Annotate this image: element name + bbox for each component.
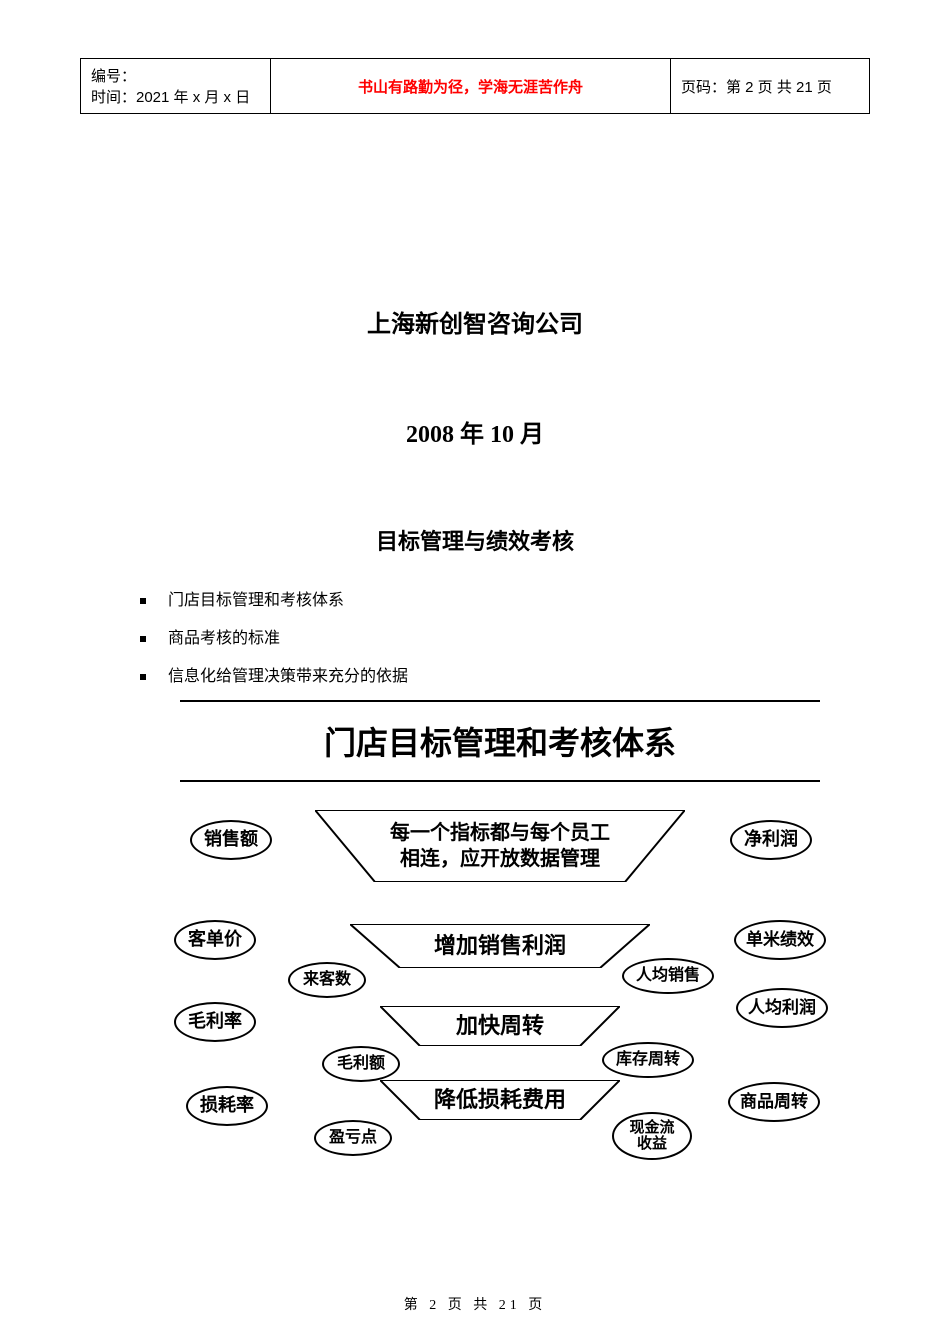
diagram-trapezoid-label: 每一个指标都与每个员工 相连，应开放数据管理: [382, 820, 618, 872]
list-item: 信息化给管理决策带来充分的依据: [140, 662, 870, 686]
diagram-trapezoid: 降低损耗费用: [380, 1080, 620, 1120]
diagram-trapezoid: 增加销售利润: [350, 924, 650, 968]
diagram-body: 每一个指标都与每个员工 相连，应开放数据管理增加销售利润加快周转降低损耗费用 销售…: [180, 810, 820, 1170]
diagram-oval: 客单价: [174, 920, 256, 960]
header-id-label: 编号：: [91, 65, 260, 86]
diagram-oval: 来客数: [288, 962, 366, 998]
diagram-oval: 盈亏点: [314, 1120, 392, 1156]
diagram-container: 门店目标管理和考核体系 每一个指标都与每个员工 相连，应开放数据管理增加销售利润…: [180, 700, 820, 1170]
list-item: 商品考核的标准: [140, 624, 870, 648]
date-title: 2008 年 10 月: [80, 414, 870, 449]
diagram-oval: 毛利率: [174, 1002, 256, 1042]
diagram-trapezoid-label: 降低损耗费用: [426, 1086, 574, 1115]
document-header: 编号： 时间：2021 年 x 月 x 日 书山有路勤为径，学海无涯苦作舟 页码…: [80, 58, 870, 114]
diagram-oval: 现金流 收益: [612, 1112, 692, 1160]
bullet-marker-icon: [140, 674, 146, 680]
diagram-oval: 单米绩效: [734, 920, 826, 960]
bullet-marker-icon: [140, 598, 146, 604]
header-page-info: 页码：第 2 页 共 21 页: [671, 59, 870, 114]
diagram-oval: 销售额: [190, 820, 272, 860]
diagram-oval: 商品周转: [728, 1082, 820, 1122]
diagram-oval: 毛利额: [322, 1046, 400, 1082]
diagram-title: 门店目标管理和考核体系: [180, 700, 820, 782]
diagram-oval: 损耗率: [186, 1086, 268, 1126]
diagram-trapezoid-label: 加快周转: [448, 1012, 552, 1041]
bullet-text: 门店目标管理和考核体系: [168, 592, 344, 609]
diagram-oval: 人均利润: [736, 988, 828, 1028]
header-motto: 书山有路勤为径，学海无涯苦作舟: [271, 59, 671, 114]
header-left-cell: 编号： 时间：2021 年 x 月 x 日: [81, 59, 271, 114]
header-time-label: 时间：2021 年 x 月 x 日: [91, 86, 260, 107]
list-item: 门店目标管理和考核体系: [140, 586, 870, 610]
diagram-trapezoid-label: 增加销售利润: [426, 932, 574, 961]
company-title: 上海新创智咨询公司: [80, 304, 870, 339]
section-title: 目标管理与绩效考核: [80, 524, 870, 556]
diagram-oval: 库存周转: [602, 1042, 694, 1078]
diagram-oval: 净利润: [730, 820, 812, 860]
bullet-list: 门店目标管理和考核体系 商品考核的标准 信息化给管理决策带来充分的依据: [140, 586, 870, 686]
bullet-marker-icon: [140, 636, 146, 642]
diagram-oval: 人均销售: [622, 958, 714, 994]
diagram-trapezoid: 每一个指标都与每个员工 相连，应开放数据管理: [315, 810, 685, 882]
bullet-text: 信息化给管理决策带来充分的依据: [168, 668, 408, 685]
diagram-trapezoid: 加快周转: [380, 1006, 620, 1046]
bullet-text: 商品考核的标准: [168, 630, 280, 647]
page-footer: 第 2 页 共 21 页: [0, 1294, 950, 1314]
